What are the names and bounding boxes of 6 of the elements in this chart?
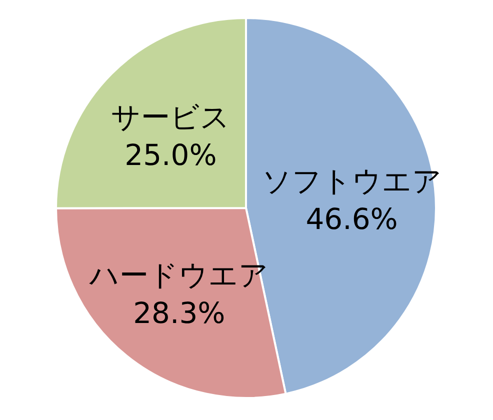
data-label: 25.0% — [124, 138, 217, 172]
data-label: 28.3% — [133, 296, 226, 330]
slice-label: ソフトウエア — [262, 164, 442, 198]
slice-label: ハードウエア — [88, 258, 269, 292]
data-label: 46.6% — [306, 202, 398, 236]
slice-label: サービス — [111, 100, 230, 134]
